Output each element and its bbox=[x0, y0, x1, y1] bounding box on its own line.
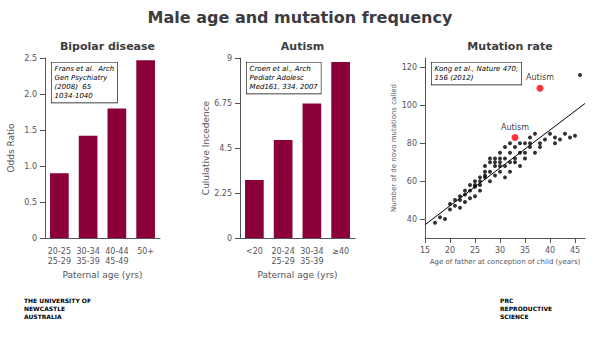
svg-text:Kong et al., Nature 470;: Kong et al., Nature 470; bbox=[435, 65, 519, 73]
svg-text:40-44: 40-44 bbox=[105, 247, 128, 256]
svg-text:≥40: ≥40 bbox=[332, 247, 349, 256]
svg-text:Autism: Autism bbox=[526, 73, 554, 82]
svg-text:0: 0 bbox=[32, 234, 37, 243]
svg-text:2.25: 2.25 bbox=[214, 189, 232, 198]
svg-text:35-39: 35-39 bbox=[300, 257, 323, 266]
svg-text:Croen et al., Arch: Croen et al., Arch bbox=[250, 65, 311, 73]
svg-text:4.5: 4.5 bbox=[219, 144, 232, 153]
svg-text:6.75: 6.75 bbox=[214, 99, 232, 108]
svg-text:AUSTRALIA: AUSTRALIA bbox=[24, 313, 62, 320]
svg-text:120: 120 bbox=[402, 63, 417, 72]
svg-text:2.5: 2.5 bbox=[24, 54, 37, 63]
svg-text:9: 9 bbox=[227, 54, 232, 63]
svg-text:80: 80 bbox=[407, 139, 417, 148]
svg-text:30-34: 30-34 bbox=[77, 247, 100, 256]
svg-text:THE UNIVERSITY OF: THE UNIVERSITY OF bbox=[24, 297, 91, 304]
svg-text:Gen Psychiatry: Gen Psychiatry bbox=[55, 74, 109, 82]
svg-text:REPRODUCTIVE: REPRODUCTIVE bbox=[500, 305, 552, 312]
svg-text:25-29: 25-29 bbox=[272, 257, 295, 266]
svg-text:0.5: 0.5 bbox=[24, 198, 37, 207]
svg-text:2.0: 2.0 bbox=[24, 90, 37, 99]
svg-text:40: 40 bbox=[407, 215, 417, 224]
svg-text:Cululative Incedence: Cululative Incedence bbox=[201, 100, 211, 195]
svg-text:15: 15 bbox=[420, 246, 430, 255]
svg-text:25-29: 25-29 bbox=[48, 257, 71, 266]
svg-text:30-34: 30-34 bbox=[300, 247, 323, 256]
svg-text:Pediatr Adolesc: Pediatr Adolesc bbox=[250, 74, 304, 82]
svg-text:20-24: 20-24 bbox=[272, 247, 295, 256]
svg-text:1034-1040: 1034-1040 bbox=[55, 92, 94, 100]
svg-text:20: 20 bbox=[445, 246, 455, 255]
svg-text:Number of de novo mutations ca: Number of de novo mutations called bbox=[390, 84, 398, 212]
svg-text:1.5: 1.5 bbox=[24, 126, 37, 135]
svg-text:35: 35 bbox=[520, 246, 530, 255]
svg-text:Med161, 334, 2007: Med161, 334, 2007 bbox=[250, 83, 319, 91]
svg-text:NEWCASTLE: NEWCASTLE bbox=[24, 305, 65, 312]
svg-text:Male age and mutation frequenc: Male age and mutation frequency bbox=[148, 8, 453, 27]
svg-text:60: 60 bbox=[407, 177, 417, 186]
svg-text:100: 100 bbox=[402, 101, 417, 110]
svg-text:45-49: 45-49 bbox=[105, 257, 128, 266]
svg-text:Autism: Autism bbox=[281, 40, 324, 53]
svg-text:20-25: 20-25 bbox=[48, 247, 71, 256]
svg-text:Bipolar disease: Bipolar disease bbox=[60, 40, 155, 53]
svg-text:1.0: 1.0 bbox=[24, 162, 37, 171]
svg-text:Paternal age (yrs): Paternal age (yrs) bbox=[62, 270, 142, 280]
svg-text:Odds Ratio: Odds Ratio bbox=[6, 123, 16, 173]
svg-text:25: 25 bbox=[470, 246, 480, 255]
svg-text:0: 0 bbox=[227, 234, 232, 243]
svg-text:35-39: 35-39 bbox=[77, 257, 100, 266]
svg-text:Mutation rate: Mutation rate bbox=[467, 40, 552, 53]
svg-text:Age of father at conception of: Age of father at conception of child (ye… bbox=[430, 258, 581, 266]
svg-text:SCIENCE: SCIENCE bbox=[500, 313, 529, 320]
svg-text:45: 45 bbox=[570, 246, 580, 255]
svg-text:(2008) 65: (2008) 65 bbox=[55, 83, 92, 91]
svg-text:Autism: Autism bbox=[501, 123, 529, 132]
svg-text:30: 30 bbox=[495, 246, 505, 255]
svg-text:PRC: PRC bbox=[500, 297, 514, 304]
svg-text:Paternal age (yrs): Paternal age (yrs) bbox=[257, 270, 337, 280]
svg-text:<20: <20 bbox=[246, 247, 263, 256]
svg-text:156 (2012): 156 (2012) bbox=[435, 74, 474, 82]
svg-text:50+: 50+ bbox=[137, 247, 154, 256]
svg-text:40: 40 bbox=[545, 246, 555, 255]
svg-text:Frans et al. Arch: Frans et al. Arch bbox=[55, 65, 115, 73]
